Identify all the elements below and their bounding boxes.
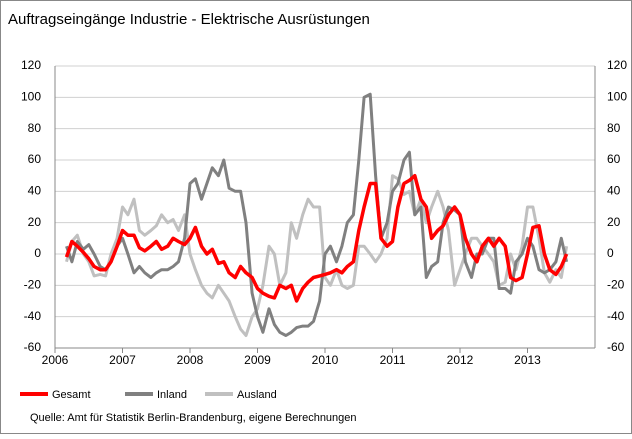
y2-tick-label: 80 <box>607 121 621 135</box>
x-tick-label: 2006 <box>42 353 69 367</box>
chart-title: Auftragseingänge Industrie - Elektrische… <box>8 11 370 28</box>
y2-tick-label: 100 <box>607 90 627 104</box>
y-tick-label: 20 <box>28 215 42 229</box>
y-tick-label: -40 <box>24 309 42 323</box>
series-line <box>64 173 569 303</box>
x-tick-label: 2011 <box>380 353 406 367</box>
y2-tick-label: -40 <box>607 309 625 323</box>
y-tick-label: 80 <box>28 121 42 135</box>
y-tick-label: 60 <box>28 152 42 166</box>
y-tick-label: 0 <box>34 246 41 260</box>
y-tick-label: -60 <box>24 340 42 354</box>
y2-tick-label: 60 <box>607 152 621 166</box>
y-tick-label: 120 <box>21 58 41 72</box>
x-tick-label: 2013 <box>514 353 541 367</box>
legend-label: Inland <box>157 389 187 401</box>
y-tick-label: 40 <box>28 184 42 198</box>
x-tick-label: 2010 <box>312 353 339 367</box>
y2-tick-label: 120 <box>607 58 627 72</box>
y2-tick-label: 40 <box>607 184 621 198</box>
y2-tick-label: -60 <box>607 340 625 354</box>
source-note: Quelle: Amt für Statistik Berlin-Branden… <box>30 412 357 424</box>
x-tick-label: 2012 <box>447 353 474 367</box>
legend-label: Gesamt <box>52 389 91 401</box>
series-line <box>65 92 569 337</box>
y-tick-label: 100 <box>21 90 41 104</box>
y2-tick-label: 20 <box>607 215 621 229</box>
y-tick-label: -20 <box>24 278 42 292</box>
legend-label: Ausland <box>237 389 277 401</box>
y2-tick-label: 0 <box>607 246 614 260</box>
x-tick-label: 2009 <box>244 353 271 367</box>
x-tick-label: 2007 <box>109 353 136 367</box>
x-tick-label: 2008 <box>177 353 204 367</box>
y2-tick-label: -20 <box>607 278 625 292</box>
